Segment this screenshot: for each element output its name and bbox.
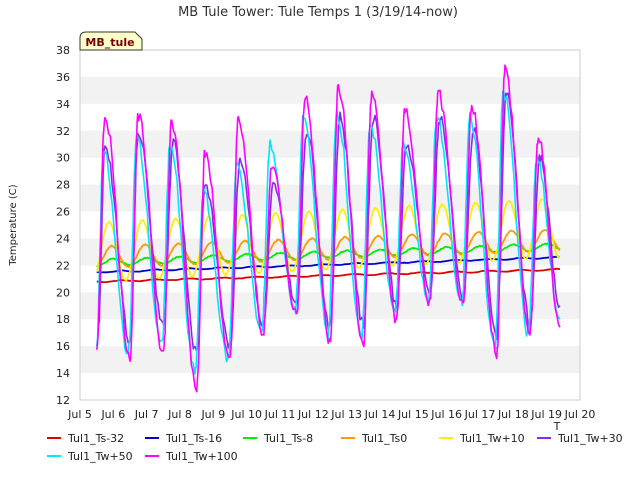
x-tick-label: Jul 10 — [230, 408, 262, 421]
y-ticks: 12 14 16 18 20 22 24 26 28 30 32 34 36 38 — [56, 44, 70, 407]
x-tick-label: Jul 5 — [67, 408, 92, 421]
y-tick-label: 20 — [56, 286, 70, 299]
legend-label: Tul1_Ts-32 — [67, 432, 124, 445]
y-tick-label: 36 — [56, 71, 70, 84]
x-ticks: Jul 5 Jul 6 Jul 7 Jul 8 Jul 9 Jul 10 Jul 11 Jul… — [67, 408, 595, 421]
legend-label: Tul1_Tw+10 — [459, 432, 525, 445]
y-tick-label: 28 — [56, 179, 70, 192]
site-label: MB_tule — [85, 36, 134, 49]
series-line — [95, 198, 561, 281]
chart-title: MB Tule Tower: Tule Temps 1 (3/19/14-now… — [178, 5, 458, 20]
legend-label: Tul1_Ts-8 — [263, 432, 313, 445]
y-tick-label: 32 — [56, 125, 70, 138]
grid-band — [80, 130, 580, 158]
y-tick-label: 24 — [56, 232, 70, 245]
y-tick-label: 16 — [56, 340, 70, 353]
series-line — [96, 242, 561, 268]
x-tick-label: Jul 15 — [397, 408, 429, 421]
x-tick-label: Jul 7 — [134, 408, 159, 421]
x-tick-label: Jul 20 — [564, 408, 596, 421]
y-tick-label: 34 — [56, 98, 70, 111]
x-tick-label: Jul 13 — [330, 408, 362, 421]
y-tick-label: 12 — [56, 394, 70, 407]
legend-label: Tul1_Tw+100 — [165, 450, 238, 463]
series-line — [95, 64, 561, 393]
x-axis-note: T — [553, 420, 561, 433]
x-tick-label: Jul 14 — [364, 408, 396, 421]
x-tick-label: Jul 11 — [264, 408, 296, 421]
grid-band — [80, 346, 580, 374]
y-tick-label: 22 — [56, 259, 70, 272]
y-axis-label: Temperature (C) — [8, 184, 19, 266]
legend: Tul1_Ts-32 Tul1_Ts-16 Tul1_Ts-8 Tul1_Ts0 Tul… — [47, 432, 623, 463]
y-tick-label: 18 — [56, 313, 70, 326]
x-tick-label: Jul 16 — [430, 408, 462, 421]
y-tick-label: 30 — [56, 152, 70, 165]
x-tick-label: Jul 12 — [297, 408, 329, 421]
y-tick-label: 14 — [56, 367, 70, 380]
grid-band — [80, 184, 580, 212]
legend-label: Tul1_Tw+30 — [557, 432, 623, 445]
x-tick-label: Jul 19 — [530, 408, 562, 421]
x-tick-label: Jul 18 — [497, 408, 529, 421]
site-label-box: MB_tule — [79, 31, 143, 51]
y-tick-label: 26 — [56, 206, 70, 219]
series-line — [96, 267, 561, 284]
legend-label: Tul1_Ts-16 — [165, 432, 222, 445]
grid-band — [80, 76, 580, 104]
plot-frame — [79, 49, 581, 401]
x-tick-label: Jul 17 — [464, 408, 496, 421]
legend-label: Tul1_Tw+50 — [67, 450, 133, 463]
x-tick-label: Jul 9 — [200, 408, 225, 421]
y-tick-label: 38 — [56, 44, 70, 57]
x-tick-label: Jul 8 — [167, 408, 192, 421]
legend-label: Tul1_Ts0 — [361, 432, 407, 445]
series-lines — [95, 64, 561, 393]
x-tick-label: Jul 6 — [100, 408, 125, 421]
